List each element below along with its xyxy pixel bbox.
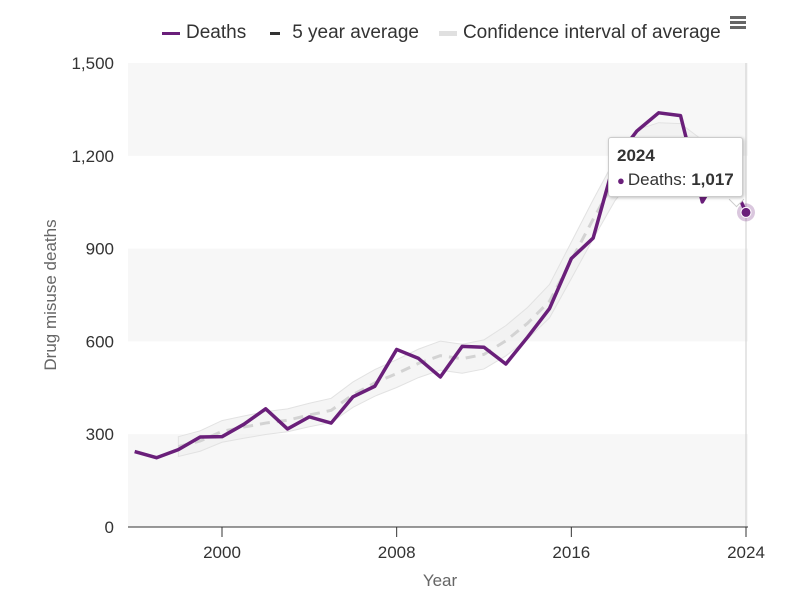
average-swatch-icon bbox=[270, 31, 281, 35]
hover-point bbox=[740, 206, 752, 218]
y-tick-label: 900 bbox=[86, 240, 114, 259]
confidence-swatch-icon bbox=[438, 30, 457, 36]
legend: Deaths 5 year average Confidence interva… bbox=[162, 22, 741, 44]
deaths-layer bbox=[134, 111, 748, 460]
tooltip-series-dot-icon: ● bbox=[617, 173, 625, 188]
hamburger-menu-icon[interactable] bbox=[730, 16, 746, 30]
tooltip-title: 2024 bbox=[617, 146, 655, 165]
legend-item-deaths[interactable]: Deaths bbox=[162, 22, 246, 44]
hover-marker-layer bbox=[737, 203, 755, 222]
tooltip-value: 1,017 bbox=[691, 170, 734, 189]
tooltip: 2024 ● Deaths: 1,017 bbox=[608, 137, 743, 197]
deaths-line bbox=[134, 111, 748, 460]
tooltip-series-label: Deaths bbox=[627, 170, 682, 189]
x-tick-label: 2008 bbox=[378, 543, 416, 562]
plot-band bbox=[128, 434, 748, 527]
y-axis-title: Drug misuse deaths bbox=[41, 219, 60, 370]
legend-label-deaths: Deaths bbox=[186, 22, 247, 43]
x-axis-title: Year bbox=[423, 571, 458, 590]
y-tick-label: 300 bbox=[86, 425, 114, 444]
plot-band bbox=[128, 248, 748, 342]
legend-label-confidence-interval: Confidence interval of average bbox=[462, 22, 721, 43]
deaths-swatch-icon bbox=[162, 31, 180, 35]
tooltip-colon: : bbox=[681, 170, 692, 189]
x-tick-label: 2024 bbox=[727, 543, 765, 562]
x-tick-label: 2016 bbox=[552, 543, 590, 562]
legend-item-confidence-interval[interactable]: Confidence interval of average bbox=[438, 22, 721, 44]
y-tick-label: 1,200 bbox=[71, 147, 114, 166]
axes: 2000 2008 2016 2024 0 300 600 900 1,200 1,500 bbox=[71, 54, 764, 562]
y-tick-label: 1,500 bbox=[71, 54, 114, 73]
legend-label-5-year-average: 5 year average bbox=[292, 22, 419, 43]
y-tick-label: 0 bbox=[105, 518, 114, 537]
plot-background-bands bbox=[128, 63, 748, 527]
y-tick-label: 600 bbox=[86, 332, 114, 351]
x-tick-label: 2000 bbox=[203, 543, 241, 562]
legend-item-5-year-average[interactable]: 5 year average bbox=[266, 22, 419, 44]
